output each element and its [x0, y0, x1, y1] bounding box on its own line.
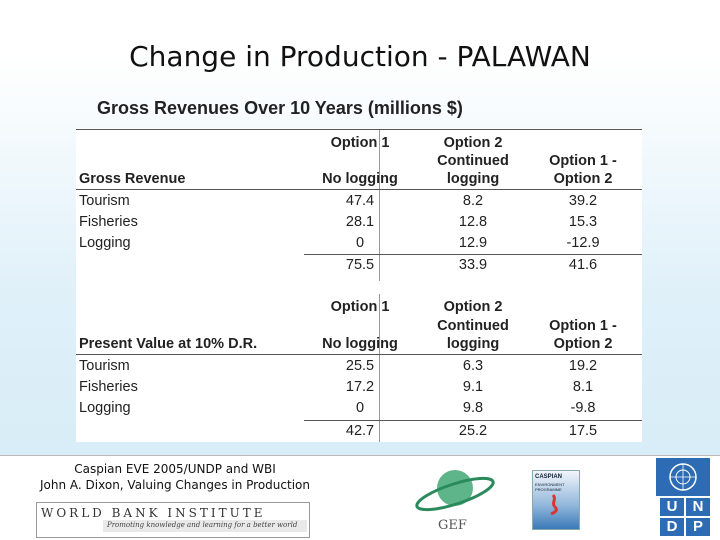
table2-row-label: Fisheries	[79, 379, 138, 395]
table1-total-cell: 41.6	[568, 257, 598, 273]
table1-option1-header: Option 1	[330, 135, 390, 151]
table2-cell: 17.2	[345, 379, 375, 395]
table1-option2-subheader: logging	[446, 171, 500, 187]
un-emblem-icon	[656, 458, 710, 496]
table1-header-rule	[76, 189, 642, 190]
table1-option2-header: Option 2	[443, 135, 503, 151]
table2-row-label: Tourism	[79, 358, 130, 374]
table2-option1-subheader: No logging	[322, 336, 398, 352]
table1-row-label: Logging	[79, 235, 131, 251]
undp-logo: U N D P	[656, 458, 710, 538]
table1-diff-header-line2: Option 2	[553, 171, 613, 187]
gef-orbit-icon	[415, 476, 495, 512]
caspian-sea-icon	[550, 493, 558, 515]
undp-letter: U	[660, 498, 684, 516]
wb-logo-stripe	[103, 520, 307, 532]
caspian-logo-subtitle: ENVIRONMENT PROGRAMME	[535, 482, 565, 492]
table2-header-rule	[76, 354, 642, 355]
table1-diff-header: Option 1 -	[549, 153, 617, 169]
table2-cell: -9.8	[570, 400, 596, 416]
undp-letter: P	[686, 518, 710, 536]
table1-cell: 0	[355, 235, 365, 251]
table1-cell: 12.9	[458, 235, 488, 251]
table1-option1-subheader: No logging	[322, 171, 398, 187]
revenue-table-panel: Option 1 Option 2 Continued Option 1 - O…	[76, 128, 642, 442]
table2-total-cell: 25.2	[458, 423, 488, 439]
table1-cell: 15.3	[568, 214, 598, 230]
credit-line-1: Caspian EVE 2005/UNDP and WBI	[74, 462, 276, 476]
world-bank-institute-logo: WORLD BANK INSTITUTE Promoting knowledge…	[36, 502, 310, 538]
caspian-map-icon	[550, 493, 558, 515]
table2-cell: 9.1	[462, 379, 484, 395]
slide-title: Change in Production - PALAWAN	[129, 40, 591, 73]
table1-total-cell: 33.9	[458, 257, 488, 273]
undp-letter: D	[660, 518, 684, 536]
credit-line-2: John A. Dixon, Valuing Changes in Produc…	[40, 478, 310, 492]
table-top-rule	[76, 129, 642, 130]
wb-logo-tagline: Promoting knowledge and learning for a b…	[107, 521, 298, 529]
table2-cell: 25.5	[345, 358, 375, 374]
table2-section-label: Present Value at 10% D.R.	[79, 336, 258, 352]
wb-logo-name: WORLD BANK INSTITUTE	[41, 506, 266, 520]
table2-cell: 0	[355, 400, 365, 416]
table2-cell: 6.3	[462, 358, 484, 374]
table1-section-label: Gross Revenue	[79, 171, 186, 187]
table2-row-label: Logging	[79, 400, 131, 416]
gef-globe-icon	[437, 470, 473, 506]
table1-row-label: Fisheries	[79, 214, 138, 230]
table2-total-rule	[304, 420, 642, 421]
footer-rule	[0, 455, 720, 456]
table2-cell: 19.2	[568, 358, 598, 374]
table2-column-divider	[379, 294, 380, 442]
table2-option2-header-line2: Continued	[437, 318, 509, 334]
table1-cell: 8.2	[462, 193, 484, 209]
table2-cell: 8.1	[572, 379, 594, 395]
table1-column-divider	[379, 130, 380, 281]
table2-option1-header: Option 1	[330, 299, 390, 315]
table1-total-rule	[304, 254, 642, 255]
table1-cell: 39.2	[568, 193, 598, 209]
table1-option2-header-line2: Continued	[437, 153, 509, 169]
table1-row-label: Tourism	[79, 193, 130, 209]
caspian-logo-title: CASPIAN	[535, 474, 563, 480]
slide-subtitle: Gross Revenues Over 10 Years (millions $…	[97, 98, 463, 118]
undp-letter: N	[686, 498, 710, 516]
table2-total-cell: 42.7	[345, 423, 375, 439]
table2-diff-header-line2: Option 2	[553, 336, 613, 352]
table1-cell: 28.1	[345, 214, 375, 230]
table2-total-cell: 17.5	[568, 423, 598, 439]
table1-total-cell: 75.5	[345, 257, 375, 273]
un-wreath-icon	[669, 463, 697, 491]
table2-diff-header: Option 1 -	[549, 318, 617, 334]
table2-cell: 9.8	[462, 400, 484, 416]
table1-cell: 12.8	[458, 214, 488, 230]
gef-logo-icon	[415, 470, 495, 512]
table1-cell: -12.9	[566, 235, 600, 251]
gef-label: GEF	[438, 518, 467, 533]
caspian-programme-logo: CASPIAN ENVIRONMENT PROGRAMME	[532, 470, 580, 530]
table2-option2-subheader: logging	[446, 336, 500, 352]
table2-option2-header: Option 2	[443, 299, 503, 315]
table1-cell: 47.4	[345, 193, 375, 209]
